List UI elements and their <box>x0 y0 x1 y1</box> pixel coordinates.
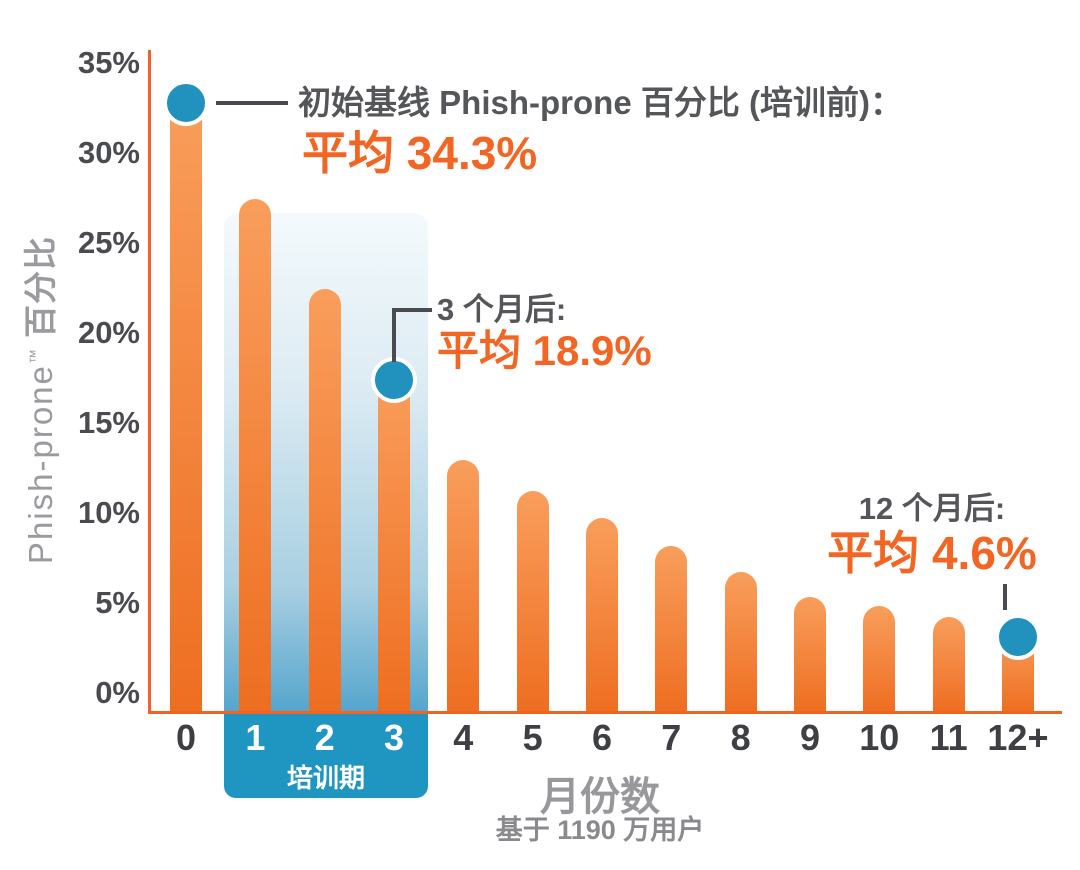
x-tick-4: 4 <box>453 717 474 758</box>
bar-month-9 <box>793 596 826 712</box>
x-tick-1: 1 <box>245 717 266 758</box>
y-tick-5: 5% <box>95 585 140 620</box>
x-tick-3: 3 <box>383 717 404 758</box>
bar-month-6 <box>585 517 618 712</box>
baseline-annotation: 初始基线 Phish-prone 百分比 (培训前)： 平均 34.3% <box>298 84 903 178</box>
x-tick-12+: 12+ <box>987 717 1049 758</box>
x-tick-5: 5 <box>522 717 543 758</box>
x-tick-8: 8 <box>730 717 751 758</box>
y-tick-20: 20% <box>77 315 140 350</box>
y-tick-35: 35% <box>77 45 140 80</box>
training-period-label: 培训期 <box>286 763 365 793</box>
after3-annotation: 3 个月后: 平均 18.9% <box>437 291 652 373</box>
y-tick-0: 0% <box>95 675 140 710</box>
y-axis-title-latin: Phish-prone <box>22 364 59 565</box>
after12-annotation: 12 个月后: 平均 4.6% <box>822 490 1042 578</box>
y-tick-10: 10% <box>77 495 140 530</box>
baseline-connector-line <box>216 101 288 105</box>
x-axis-line <box>148 711 1062 714</box>
training-period-box: 培训期 <box>224 714 428 798</box>
bar-month-5 <box>516 490 549 712</box>
x-axis-title: 月份数 <box>540 775 660 819</box>
x-axis-note: 基于 1190 万用户 <box>495 815 705 845</box>
bar-month-4 <box>447 460 480 712</box>
x-tick-10: 10 <box>859 717 900 758</box>
marker-dot-month-12+ <box>994 614 1041 661</box>
after3-annotation-title: 3 个月后: <box>437 292 567 327</box>
bar-month-7 <box>655 546 688 712</box>
marker-dot-month-0 <box>163 79 209 126</box>
after12-annotation-value: 平均 4.6% <box>827 527 1037 579</box>
y-tick-30: 30% <box>77 135 140 170</box>
bar-month-11 <box>932 616 965 712</box>
after3-annotation-value: 平均 18.9% <box>437 327 652 374</box>
x-tick-2: 2 <box>314 717 335 758</box>
marker-dot-month-3 <box>370 356 417 403</box>
bar-month-8 <box>724 571 757 712</box>
trademark-symbol: ™ <box>27 348 44 365</box>
bar-month-0 <box>170 94 202 712</box>
bar-month-3 <box>377 371 410 712</box>
x-tick-9: 9 <box>799 717 820 758</box>
bar-month-10 <box>863 605 896 712</box>
x-tick-0: 0 <box>175 717 197 758</box>
baseline-annotation-title: 初始基线 Phish-prone 百分比 (培训前)： <box>298 84 903 121</box>
baseline-annotation-value: 平均 34.3% <box>302 127 538 179</box>
after12-annotation-title: 12 个月后: <box>858 491 1006 526</box>
y-tick-25: 25% <box>77 225 140 260</box>
bar-month-1 <box>239 199 272 712</box>
bar-month-2 <box>308 289 341 712</box>
after3-connector-line <box>392 308 432 362</box>
y-axis-line <box>148 50 151 714</box>
x-tick-7: 7 <box>661 717 682 758</box>
x-tick-11: 11 <box>929 717 968 758</box>
x-tick-6: 6 <box>591 717 612 758</box>
y-tick-15: 15% <box>77 405 140 440</box>
after12-connector-line <box>1003 584 1007 610</box>
